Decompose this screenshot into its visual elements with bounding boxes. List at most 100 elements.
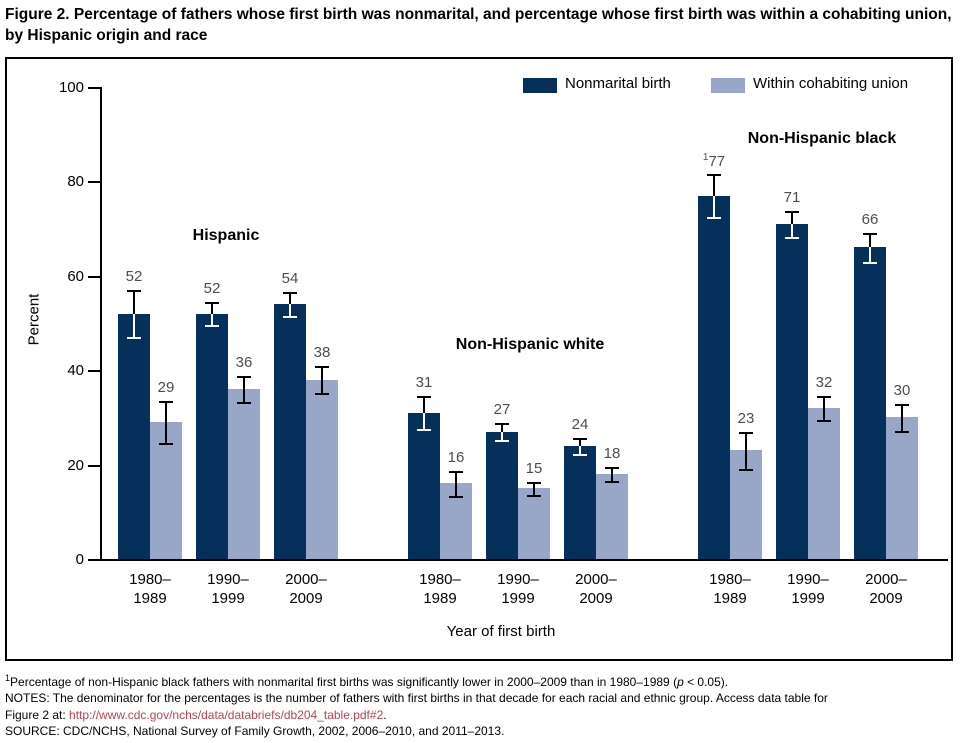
x-category-label: 1980– 1989	[419, 571, 461, 607]
error-bar-line-lower	[713, 195, 715, 217]
error-bar-line-lower	[211, 313, 213, 326]
section-label: Non-Hispanic white	[455, 336, 605, 353]
bar	[486, 431, 518, 559]
error-bar-cap-bottom	[449, 496, 463, 499]
error-bar-line-lower	[243, 389, 245, 403]
y-axis-title: Percent	[25, 293, 43, 346]
error-bar-line-upper	[533, 481, 535, 489]
legend-label-cohabiting: Within cohabiting union	[753, 75, 909, 92]
error-bar-cap-bottom	[605, 481, 619, 484]
error-bar-cap-bottom	[495, 440, 509, 443]
footnote-1: 1Percentage of non-Hispanic black father…	[5, 673, 729, 689]
section-label: Hispanic	[192, 227, 260, 244]
y-tick	[88, 275, 100, 278]
value-label: 71	[783, 188, 801, 206]
value-label: 23	[737, 409, 755, 427]
data-table-link[interactable]: http://www.cdc.gov/nchs/data/databriefs/…	[69, 707, 384, 722]
bar	[228, 389, 260, 559]
error-bar-line-upper	[423, 396, 425, 413]
value-label: 32	[815, 373, 833, 391]
error-bar-line-upper	[791, 210, 793, 224]
error-bar-cap-bottom	[863, 261, 877, 264]
y-tick-label: 100	[58, 79, 84, 96]
footnotes: 1Percentage of non-Hispanic black father…	[5, 670, 955, 740]
error-bar-line-lower	[455, 483, 457, 497]
bar	[808, 407, 840, 559]
error-bar-line-lower	[869, 247, 871, 262]
error-bar-cap-bottom	[283, 315, 297, 318]
chart-frame: Nonmarital birth Within cohabiting union…	[5, 57, 953, 661]
error-bar-line-lower	[745, 450, 747, 470]
bar	[698, 195, 730, 559]
bar	[564, 445, 596, 559]
x-category-label: 2000– 2009	[575, 571, 617, 607]
y-tick-label: 60	[67, 267, 84, 285]
error-bar-cap-bottom	[237, 402, 251, 405]
value-label: 15	[525, 459, 543, 477]
x-category-label: 2000– 2009	[865, 571, 907, 607]
legend-swatch-cohabiting	[711, 78, 745, 93]
error-bar-cap-bottom	[315, 392, 329, 395]
error-bar-line-lower	[791, 223, 793, 238]
error-bar-cap-bottom	[707, 216, 721, 219]
legend-label-nonmarital: Nonmarital birth	[565, 75, 671, 92]
error-bar-line-lower	[289, 304, 291, 316]
value-label: 177	[702, 152, 726, 171]
bar	[274, 304, 306, 559]
plot-area: Nonmarital birth Within cohabiting union…	[7, 59, 951, 659]
error-bar-cap-bottom	[895, 430, 909, 433]
x-axis-title: Year of first birth	[446, 623, 556, 640]
x-category-label: 1990– 1999	[207, 571, 249, 607]
error-bar-cap-bottom	[205, 325, 219, 328]
y-tick-label: 40	[67, 362, 84, 380]
bar	[886, 417, 918, 559]
footnote-notes-line2: Figure 2 at: http://www.cdc.gov/nchs/dat…	[5, 707, 387, 722]
y-tick-label: 0	[75, 551, 84, 568]
x-category-label: 1990– 1999	[497, 571, 539, 607]
bar	[408, 412, 440, 559]
error-bar-line-upper	[901, 404, 903, 418]
error-bar-cap-bottom	[785, 237, 799, 240]
bar	[854, 247, 886, 559]
error-bar-line-lower	[901, 417, 903, 431]
error-bar-cap-bottom	[573, 453, 587, 456]
section-label: Non-Hispanic black	[747, 130, 897, 147]
value-label: 36	[235, 353, 253, 371]
footnote-notes-line1: NOTES: The denominator for the percentag…	[5, 691, 828, 706]
error-bar-line-lower	[823, 407, 825, 421]
error-bar-line-upper	[455, 470, 457, 484]
error-bar-line-lower	[423, 412, 425, 430]
x-category-label: 1980– 1989	[129, 571, 171, 607]
error-bar-cap-bottom	[739, 469, 753, 472]
legend-swatch-nonmarital	[523, 78, 557, 93]
value-label: 18	[603, 444, 621, 462]
y-tick	[88, 181, 100, 184]
error-bar-line-upper	[289, 292, 291, 305]
bar	[118, 313, 150, 559]
y-axis	[100, 87, 102, 561]
bar	[196, 313, 228, 559]
y-tick	[88, 370, 100, 373]
error-bar-cap-bottom	[417, 429, 431, 432]
figure-title: Figure 2. Percentage of fathers whose fi…	[5, 6, 952, 44]
bar	[776, 223, 808, 559]
y-tick-label: 20	[67, 456, 84, 474]
value-label: 66	[861, 211, 879, 229]
error-bar-cap-bottom	[817, 420, 831, 423]
error-bar-line-lower	[321, 379, 323, 393]
value-label: 24	[571, 415, 589, 433]
error-bar-line-lower	[533, 488, 535, 495]
bar	[596, 474, 628, 559]
error-bar-line-upper	[321, 366, 323, 380]
value-label: 52	[203, 279, 221, 297]
y-tick	[88, 559, 100, 561]
error-bar-line-upper	[579, 437, 581, 446]
error-bar-cap-bottom	[159, 443, 173, 446]
error-bar-line-upper	[501, 423, 503, 432]
x-category-label: 1980– 1989	[709, 571, 751, 607]
error-bar-cap-bottom	[127, 337, 141, 340]
value-label: 16	[447, 448, 465, 466]
error-bar-line-lower	[501, 431, 503, 441]
error-bar-line-upper	[165, 400, 167, 423]
